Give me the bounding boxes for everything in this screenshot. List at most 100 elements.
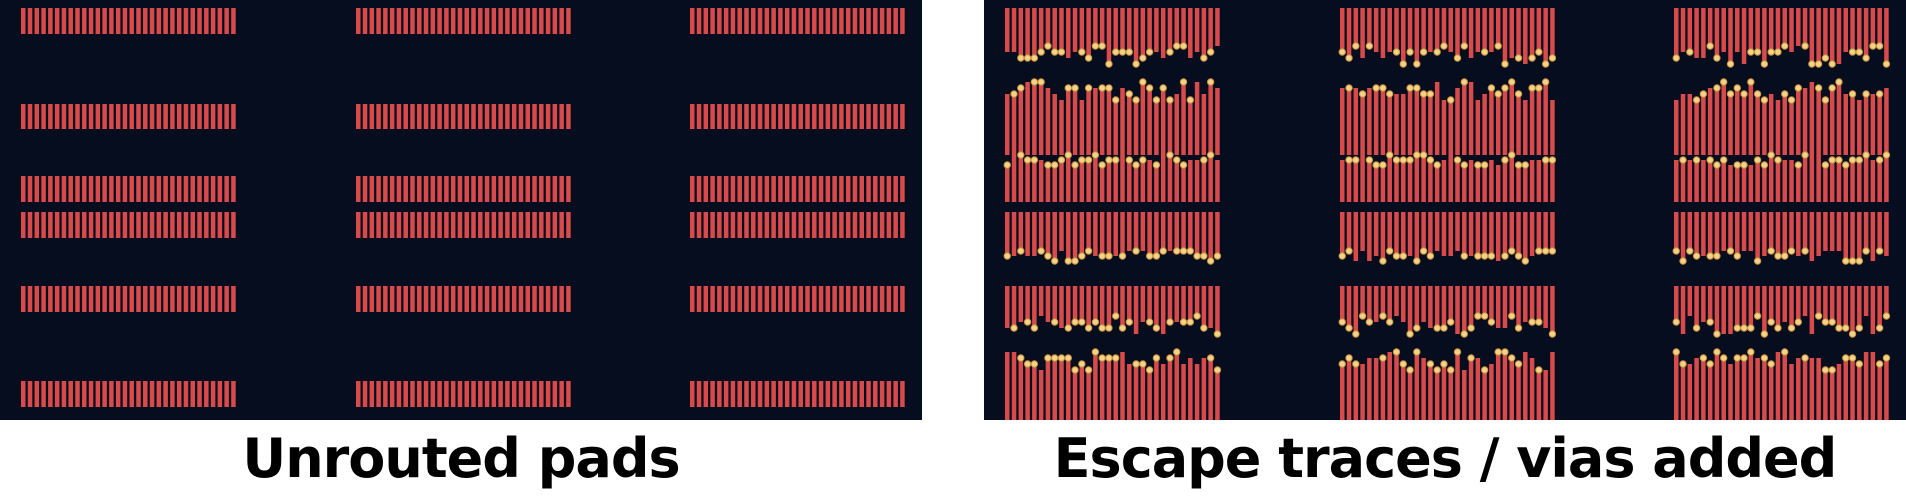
pad xyxy=(491,8,497,34)
pad xyxy=(464,381,469,407)
via xyxy=(1051,354,1059,362)
escape-trace xyxy=(1208,82,1213,155)
via xyxy=(1480,366,1489,374)
escape-trace xyxy=(1038,370,1044,420)
escape-trace xyxy=(1448,286,1453,322)
escape-trace xyxy=(1789,212,1794,251)
via xyxy=(1426,252,1435,260)
via xyxy=(1672,318,1680,326)
via xyxy=(1767,360,1775,368)
pad xyxy=(356,176,361,202)
pad xyxy=(478,286,483,312)
escape-trace xyxy=(1154,212,1159,256)
pad xyxy=(545,286,551,312)
escape-trace xyxy=(1509,286,1514,316)
via xyxy=(1206,48,1215,56)
pad xyxy=(552,8,558,34)
pad xyxy=(525,176,530,202)
via xyxy=(1548,247,1557,255)
pad xyxy=(417,381,422,407)
via xyxy=(1166,96,1174,104)
escape-trace xyxy=(1018,286,1024,322)
escape-trace xyxy=(1045,8,1051,46)
escape-trace xyxy=(1870,8,1876,46)
pad xyxy=(41,176,46,202)
escape-trace xyxy=(1789,100,1794,155)
via xyxy=(1487,252,1496,260)
escape-trace xyxy=(1032,160,1037,202)
escape-trace xyxy=(1428,94,1433,155)
pad xyxy=(356,381,361,407)
via xyxy=(1338,252,1346,260)
escape-trace xyxy=(1133,286,1139,334)
pad xyxy=(690,8,695,34)
via xyxy=(1345,354,1353,362)
escape-trace xyxy=(1768,212,1774,251)
escape-trace xyxy=(1482,370,1487,420)
pad xyxy=(163,8,168,34)
escape-trace xyxy=(1516,94,1521,155)
pad xyxy=(376,104,381,129)
escape-trace xyxy=(1140,364,1146,420)
pad xyxy=(430,286,436,312)
escape-trace xyxy=(1346,8,1352,58)
escape-trace xyxy=(1181,165,1186,202)
pad xyxy=(362,212,368,238)
via xyxy=(1051,257,1059,265)
escape-trace xyxy=(1529,88,1535,155)
via xyxy=(1112,312,1120,320)
via xyxy=(1044,42,1052,50)
via xyxy=(1173,156,1181,164)
via xyxy=(1787,324,1796,332)
escape-trace xyxy=(1789,286,1794,328)
pad xyxy=(696,286,702,312)
pad xyxy=(866,104,871,129)
pad xyxy=(156,176,162,202)
pad xyxy=(21,381,26,407)
escape-trace xyxy=(1401,364,1406,420)
escape-trace xyxy=(1147,286,1152,322)
via xyxy=(1152,252,1161,260)
escape-trace xyxy=(1380,88,1386,155)
pad xyxy=(812,176,817,202)
via xyxy=(1835,78,1843,86)
pad xyxy=(102,176,107,202)
escape-trace xyxy=(1680,364,1686,420)
escape-trace xyxy=(1802,286,1808,316)
escape-trace xyxy=(1802,8,1808,46)
escape-trace xyxy=(1850,160,1855,202)
escape-trace xyxy=(1052,94,1057,155)
pad xyxy=(450,381,456,407)
escape-trace xyxy=(1373,286,1379,322)
via xyxy=(1548,156,1557,164)
pad xyxy=(852,104,858,129)
pad xyxy=(839,8,844,34)
pad xyxy=(437,8,442,34)
escape-trace xyxy=(1441,160,1447,202)
via xyxy=(1345,247,1353,255)
via xyxy=(1091,318,1100,326)
pad xyxy=(403,8,408,34)
via xyxy=(1078,156,1086,164)
via xyxy=(1166,151,1174,159)
via xyxy=(1145,48,1154,56)
escape-trace xyxy=(1120,8,1125,52)
escape-trace xyxy=(1401,160,1406,202)
via xyxy=(1186,96,1195,104)
escape-trace xyxy=(1167,286,1173,322)
via xyxy=(1720,156,1728,164)
pad xyxy=(873,176,878,202)
via xyxy=(1875,156,1884,164)
via xyxy=(1173,247,1181,255)
via xyxy=(1017,84,1025,92)
escape-trace xyxy=(1201,286,1207,328)
pad xyxy=(900,176,905,202)
via xyxy=(1152,354,1161,362)
escape-trace xyxy=(1401,8,1406,64)
escape-trace xyxy=(1468,82,1474,155)
via xyxy=(1535,318,1543,326)
escape-trace xyxy=(1823,212,1828,251)
escape-trace xyxy=(1721,82,1726,155)
via xyxy=(1386,151,1394,159)
escape-trace xyxy=(1038,8,1044,52)
